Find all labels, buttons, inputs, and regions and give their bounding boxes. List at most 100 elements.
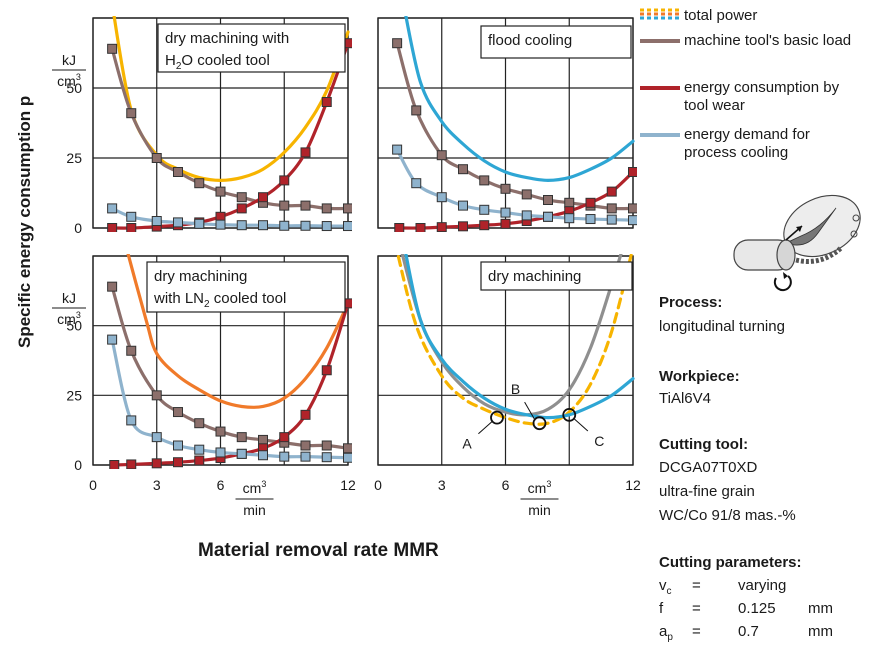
data-point	[500, 218, 511, 229]
data-point	[392, 144, 403, 155]
param-row: f	[659, 600, 664, 617]
data-point	[500, 207, 511, 218]
data-point	[126, 211, 137, 222]
data-point	[321, 452, 332, 463]
x-unit-numerator: cm3	[243, 479, 267, 496]
data-point	[411, 178, 422, 189]
data-point	[236, 203, 247, 214]
data-point	[321, 440, 332, 451]
data-point	[173, 440, 183, 451]
workpiece-heading: Workpiece:	[659, 368, 740, 385]
annotation-label: B	[511, 381, 520, 397]
x-axis-label: Material removal rate MMR	[198, 540, 439, 561]
series-line	[395, 41, 635, 211]
data-point	[343, 203, 352, 214]
data-point	[415, 223, 426, 232]
data-point	[606, 203, 617, 214]
data-point	[258, 192, 268, 203]
data-point	[126, 108, 137, 119]
annotation-circle	[490, 410, 504, 425]
cutting-tool-line: ultra-fine grain	[659, 483, 755, 500]
cutting-params-heading: Cutting parameters:	[659, 554, 802, 571]
chart-panel: dry machining with H2O cooled tool 0 25 50 kJ…	[52, 16, 352, 236]
panel-title-box	[480, 25, 632, 59]
series-line	[126, 254, 350, 409]
data-point	[107, 203, 118, 214]
x-unit-denominator: min	[528, 502, 551, 518]
data-point	[300, 409, 311, 420]
annotation-label: A	[462, 436, 472, 452]
plot-frame	[92, 255, 349, 466]
series-line	[404, 254, 635, 420]
data-point	[236, 432, 247, 443]
data-point	[151, 216, 162, 226]
series-group	[107, 16, 352, 232]
data-point	[194, 444, 205, 455]
cutting-tool-heading: Cutting tool:	[659, 436, 749, 453]
data-point	[458, 200, 468, 211]
param-row: vc	[659, 577, 672, 597]
data-point	[107, 223, 118, 232]
data-point	[173, 457, 183, 468]
data-point	[321, 203, 332, 214]
data-point	[521, 189, 532, 200]
grid	[377, 255, 634, 466]
panel-title: dry machining	[154, 268, 247, 285]
data-point	[436, 192, 447, 203]
data-point	[151, 432, 162, 443]
annotation-label: C	[594, 433, 604, 449]
panel-title: dry machining with	[165, 30, 289, 47]
data-point	[236, 192, 247, 203]
data-point	[543, 195, 553, 205]
series-line	[395, 148, 635, 222]
data-point	[194, 418, 205, 429]
data-point	[300, 440, 311, 451]
y-tick-label: 0	[74, 220, 82, 236]
data-point	[436, 150, 447, 161]
process-value: longitudinal turning	[659, 318, 785, 335]
annotation-leader	[478, 421, 493, 435]
data-point	[215, 186, 226, 197]
panel-title: with LN2 cooled tool	[153, 290, 286, 310]
data-point	[300, 200, 311, 211]
data-point	[279, 220, 290, 231]
y-axis-label: Specific energy consumption p	[15, 95, 34, 348]
data-point	[215, 219, 226, 230]
data-point	[479, 220, 490, 231]
y-unit-denominator: cm3	[57, 72, 81, 89]
data-point	[479, 175, 490, 186]
panel-title: dry machining	[488, 268, 581, 285]
data-point	[126, 415, 137, 426]
legend-tool-wear: energy consumption by tool wear	[684, 79, 840, 114]
turning-tool-illustration	[733, 194, 861, 292]
data-point	[411, 105, 422, 116]
data-point	[392, 38, 403, 49]
data-point	[258, 434, 268, 445]
data-point	[521, 210, 532, 221]
panel-title: flood cooling	[488, 32, 572, 49]
data-point	[479, 204, 490, 215]
data-point	[258, 450, 268, 461]
y-tick-label: 0	[74, 457, 82, 473]
y-tick-label: 50	[66, 80, 82, 96]
data-point	[194, 178, 205, 189]
x-unit-denominator: min	[243, 502, 266, 518]
legend-process-cooling: energy demand for process cooling	[684, 126, 810, 161]
data-point	[564, 197, 575, 208]
panel-title-box	[146, 261, 346, 313]
workpiece-value: TiAl6V4	[659, 390, 711, 407]
cutting-tool-line: DCGA07T0XD	[659, 459, 758, 476]
x-tick-label: 6	[502, 477, 510, 493]
data-point	[173, 407, 183, 418]
x-tick-label: 3	[438, 477, 446, 493]
data-point	[585, 214, 596, 225]
y-unit-numerator: kJ	[62, 52, 76, 68]
data-point	[300, 220, 311, 231]
data-point	[173, 217, 183, 228]
x-unit-numerator: cm3	[528, 479, 552, 496]
data-point	[107, 43, 118, 54]
data-point	[151, 458, 162, 469]
series-line	[396, 254, 634, 426]
data-point	[151, 153, 162, 163]
annotation-circle	[562, 407, 577, 422]
